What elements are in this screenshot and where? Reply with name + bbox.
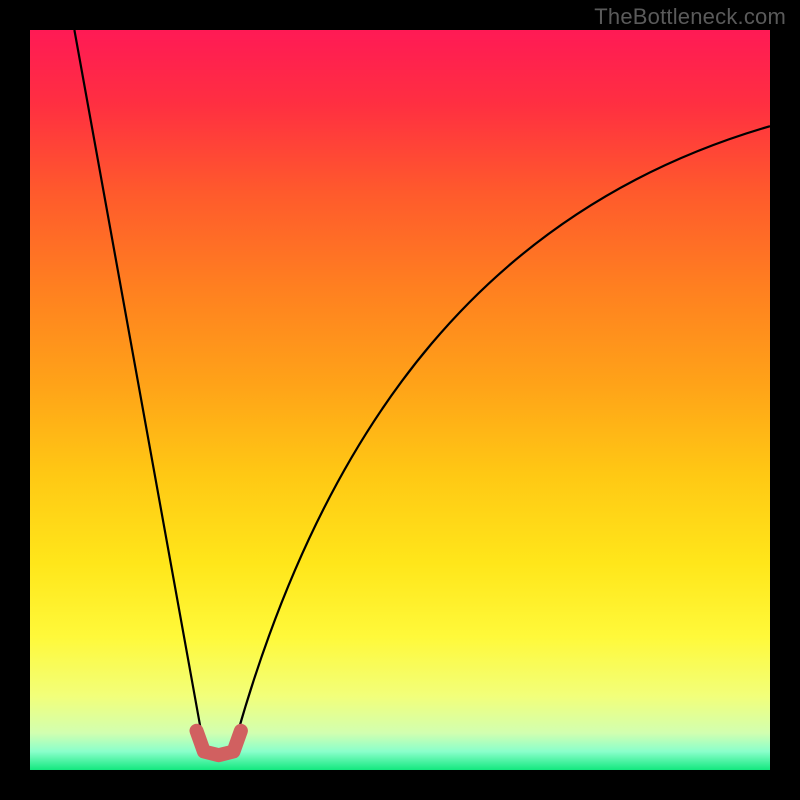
bottleneck-curve-chart xyxy=(0,0,800,800)
chart-container: TheBottleneck.com xyxy=(0,0,800,800)
